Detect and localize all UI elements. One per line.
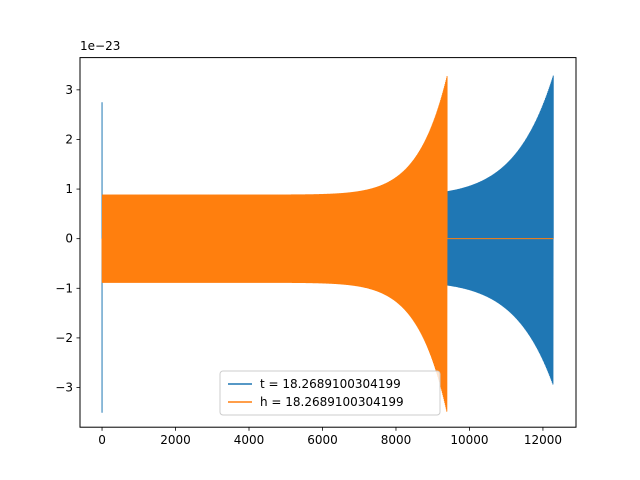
x-tick-label: 6000 <box>307 433 338 447</box>
y-tick-label: 3 <box>65 83 73 97</box>
legend-label: t = 18.2689100304199 <box>260 377 401 391</box>
legend-label: h = 18.2689100304199 <box>260 395 404 409</box>
y-tick-label: 1 <box>65 182 73 196</box>
y-tick-label: −2 <box>55 331 73 345</box>
y-tick-label: 0 <box>65 232 73 246</box>
axes-frame <box>79 57 577 428</box>
y-tick-label: −1 <box>55 281 73 295</box>
series-layer <box>101 75 554 413</box>
legend-box <box>219 370 441 416</box>
legend: t = 18.2689100304199 h = 18.2689100304199 <box>219 370 441 416</box>
y-tick-label: −3 <box>55 381 73 395</box>
y-offset-label: 1e−23 <box>80 39 120 53</box>
y-tick-label: 2 <box>65 132 73 146</box>
x-tick-label: 2000 <box>160 433 191 447</box>
x-axis: 0 2000 4000 6000 8000 10000 12000 <box>98 427 562 447</box>
series-line-1 <box>101 75 554 412</box>
x-tick-label: 4000 <box>234 433 265 447</box>
x-tick-label: 8000 <box>381 433 412 447</box>
y-axis: −3 −2 −1 0 1 2 3 <box>55 83 80 395</box>
x-tick-label: 12000 <box>524 433 562 447</box>
x-tick-label: 10000 <box>450 433 488 447</box>
x-tick-label: 0 <box>98 433 106 447</box>
